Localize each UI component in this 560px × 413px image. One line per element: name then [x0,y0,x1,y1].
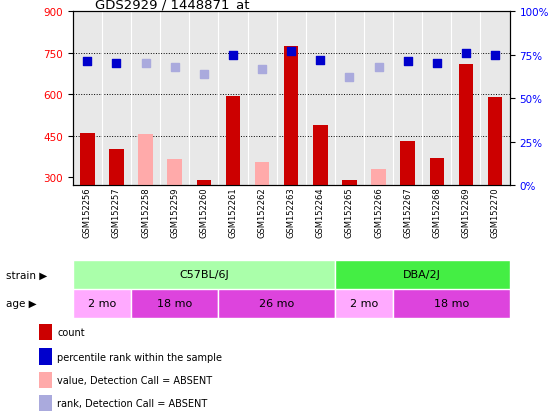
Point [461,51,470,57]
Bar [371,169,386,186]
Bar [39,372,52,389]
Bar [342,180,357,186]
Bar [39,349,52,365]
Point [403,59,412,65]
Text: 18 mo: 18 mo [434,299,469,309]
Text: C57BL/6J: C57BL/6J [179,270,228,280]
Text: 26 mo: 26 mo [259,299,294,309]
Text: percentile rank within the sample: percentile rank within the sample [57,352,222,362]
Bar [197,180,211,186]
Bar [226,96,240,186]
Bar [218,289,335,318]
Bar [393,289,510,318]
Point [228,52,237,59]
Point [432,60,441,67]
Bar [138,135,153,186]
Bar [73,260,335,289]
Bar [284,47,298,186]
Point [345,74,354,81]
Bar [488,98,502,186]
Point [491,52,500,59]
Bar [167,160,182,186]
Point [258,66,267,73]
Point [287,48,296,55]
Bar [39,395,52,411]
Point [374,64,383,71]
Text: 2 mo: 2 mo [350,299,378,309]
Point [170,64,179,71]
Bar [109,150,124,186]
Bar [131,289,218,318]
Bar [73,289,131,318]
Bar [430,158,444,186]
Bar [335,289,393,318]
Point [112,60,121,67]
Bar [255,162,269,186]
Bar [80,133,95,186]
Text: value, Detection Call = ABSENT: value, Detection Call = ABSENT [57,375,212,385]
Text: 2 mo: 2 mo [88,299,116,309]
Bar [313,125,328,186]
Point [83,59,92,65]
Point [316,58,325,64]
Bar [459,65,473,186]
Text: age ▶: age ▶ [6,299,36,309]
Bar [335,260,510,289]
Text: strain ▶: strain ▶ [6,270,47,280]
Point [141,60,150,67]
Text: count: count [57,327,85,337]
Text: DBA/2J: DBA/2J [403,270,441,280]
Text: rank, Detection Call = ABSENT: rank, Detection Call = ABSENT [57,398,208,408]
Text: GDS2929 / 1448871_at: GDS2929 / 1448871_at [95,0,249,11]
Text: 18 mo: 18 mo [157,299,192,309]
Bar [400,142,415,186]
Point [199,71,208,78]
Bar [39,324,52,340]
